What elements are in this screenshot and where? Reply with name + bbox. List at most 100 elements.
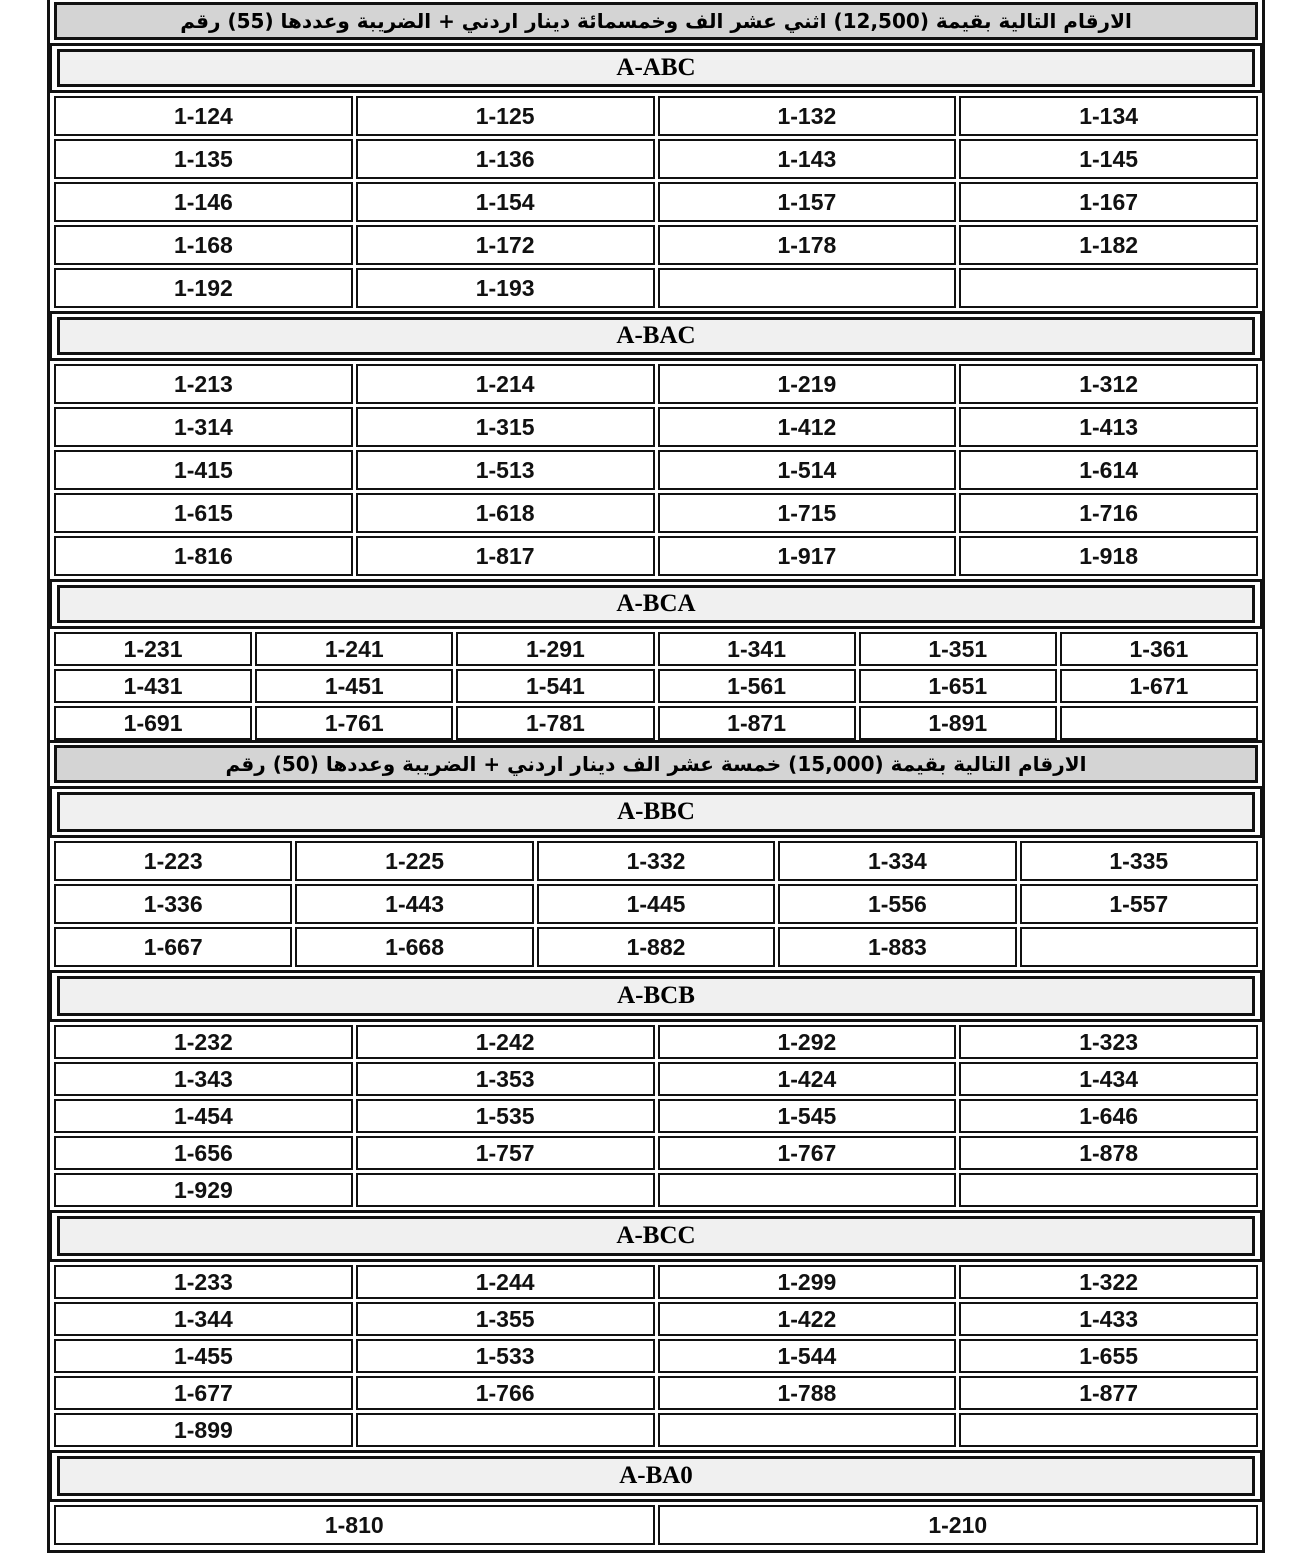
number-cell: 1-667 xyxy=(54,927,293,967)
group-header: A-ABC xyxy=(49,43,1263,93)
group-code: A-BA0 xyxy=(57,1456,1255,1496)
number-cell: 1-146 xyxy=(54,182,353,222)
group-header: A-BA0 xyxy=(49,1450,1263,1502)
number-cell: 1-134 xyxy=(959,96,1258,136)
number-cell xyxy=(355,1413,655,1447)
number-cell: 1-315 xyxy=(355,407,655,447)
number-cell: 1-244 xyxy=(355,1265,655,1299)
number-cell: 1-646 xyxy=(959,1099,1258,1133)
section-title: الارقام التالية بقيمة (15,000) خمسة عشر … xyxy=(54,745,1258,783)
number-cell: 1-514 xyxy=(657,450,957,490)
number-cell: 1-314 xyxy=(54,407,353,447)
number-cell xyxy=(1019,927,1258,967)
number-cell: 1-766 xyxy=(355,1376,655,1410)
number-cell: 1-781 xyxy=(456,706,655,740)
number-cell: 1-899 xyxy=(54,1413,353,1447)
number-cell: 1-544 xyxy=(657,1339,957,1373)
number-cell xyxy=(959,1413,1258,1447)
number-cell: 1-124 xyxy=(54,96,353,136)
number-cell: 1-671 xyxy=(1059,669,1258,703)
group-header: A-BBC xyxy=(49,786,1263,838)
number-cell: 1-656 xyxy=(54,1136,353,1170)
number-cell: 1-232 xyxy=(54,1025,353,1059)
number-cell: 1-241 xyxy=(255,632,454,666)
number-cell: 1-424 xyxy=(657,1062,957,1096)
group-code: A-BCC xyxy=(57,1216,1255,1256)
number-cell xyxy=(657,268,957,308)
number-table: 1-810 1-210 xyxy=(54,1502,1258,1548)
number-cell: 1-917 xyxy=(657,536,957,576)
number-cell: 1-136 xyxy=(355,139,655,179)
group-code: A-BBC xyxy=(57,792,1255,832)
number-cell: 1-341 xyxy=(657,632,856,666)
number-cell: 1-219 xyxy=(657,364,957,404)
number-cell: 1-651 xyxy=(858,669,1057,703)
number-cell: 1-242 xyxy=(355,1025,655,1059)
number-cell: 1-545 xyxy=(657,1099,957,1133)
number-cell xyxy=(959,268,1258,308)
number-cell: 1-167 xyxy=(959,182,1258,222)
number-cell: 1-143 xyxy=(657,139,957,179)
number-cell: 1-816 xyxy=(54,536,353,576)
number-cell: 1-761 xyxy=(255,706,454,740)
number-cell: 1-882 xyxy=(536,927,776,967)
number-cell: 1-513 xyxy=(355,450,655,490)
number-cell: 1-556 xyxy=(778,884,1017,924)
number-cell: 1-125 xyxy=(355,96,655,136)
number-cell: 1-193 xyxy=(355,268,655,308)
number-cell: 1-431 xyxy=(54,669,253,703)
number-cell: 1-891 xyxy=(858,706,1057,740)
number-cell: 1-415 xyxy=(54,450,353,490)
group-code: A-BCA xyxy=(57,585,1255,623)
number-cell: 1-412 xyxy=(657,407,957,447)
number-cell: 1-757 xyxy=(355,1136,655,1170)
number-cell: 1-351 xyxy=(858,632,1057,666)
number-cell: 1-422 xyxy=(657,1302,957,1336)
number-table: 1-232 1-242 1-292 1-323 1-343 1-353 1-424 1-434… xyxy=(54,1022,1258,1210)
number-cell: 1-677 xyxy=(54,1376,353,1410)
number-cell xyxy=(959,1173,1258,1207)
number-cell: 1-413 xyxy=(959,407,1258,447)
number-cell: 1-918 xyxy=(959,536,1258,576)
number-cell: 1-767 xyxy=(657,1136,957,1170)
number-cell: 1-332 xyxy=(536,841,776,881)
number-cell: 1-182 xyxy=(959,225,1258,265)
number-cell: 1-788 xyxy=(657,1376,957,1410)
number-cell: 1-336 xyxy=(54,884,293,924)
number-cell: 1-691 xyxy=(54,706,253,740)
number-cell xyxy=(1059,706,1258,740)
number-cell: 1-878 xyxy=(959,1136,1258,1170)
number-cell: 1-715 xyxy=(657,493,957,533)
number-cell: 1-223 xyxy=(54,841,293,881)
group-header: A-BCB xyxy=(49,970,1263,1022)
number-cell: 1-817 xyxy=(355,536,655,576)
number-cell: 1-344 xyxy=(54,1302,353,1336)
group-code: A-BCB xyxy=(57,976,1255,1016)
number-cell: 1-454 xyxy=(54,1099,353,1133)
number-cell: 1-233 xyxy=(54,1265,353,1299)
number-table: 1-233 1-244 1-299 1-322 1-344 1-355 1-422 1-433… xyxy=(54,1262,1258,1450)
number-cell: 1-214 xyxy=(355,364,655,404)
number-cell: 1-154 xyxy=(355,182,655,222)
number-cell: 1-615 xyxy=(54,493,353,533)
number-cell: 1-929 xyxy=(54,1173,353,1207)
number-cell xyxy=(657,1173,957,1207)
number-cell: 1-810 xyxy=(54,1505,655,1545)
number-cell: 1-299 xyxy=(657,1265,957,1299)
group-header: A-BCC xyxy=(49,1210,1263,1262)
number-cell: 1-877 xyxy=(959,1376,1258,1410)
number-table: 1-124 1-125 1-132 1-134 1-135 1-136 1-143 1-145… xyxy=(54,93,1258,311)
number-cell: 1-557 xyxy=(1019,884,1258,924)
number-cell: 1-157 xyxy=(657,182,957,222)
number-cell: 1-451 xyxy=(255,669,454,703)
number-cell: 1-132 xyxy=(657,96,957,136)
number-cell: 1-655 xyxy=(959,1339,1258,1373)
section-title: الارقام التالية بقيمة (12,500) اثني عشر … xyxy=(54,2,1258,40)
group-code: A-BAC xyxy=(57,317,1255,355)
number-cell: 1-213 xyxy=(54,364,353,404)
number-cell: 1-871 xyxy=(657,706,856,740)
price-section: الارقام التالية بقيمة (15,000) خمسة عشر … xyxy=(47,740,1265,1553)
number-cell: 1-312 xyxy=(959,364,1258,404)
number-cell: 1-618 xyxy=(355,493,655,533)
number-cell xyxy=(657,1413,957,1447)
